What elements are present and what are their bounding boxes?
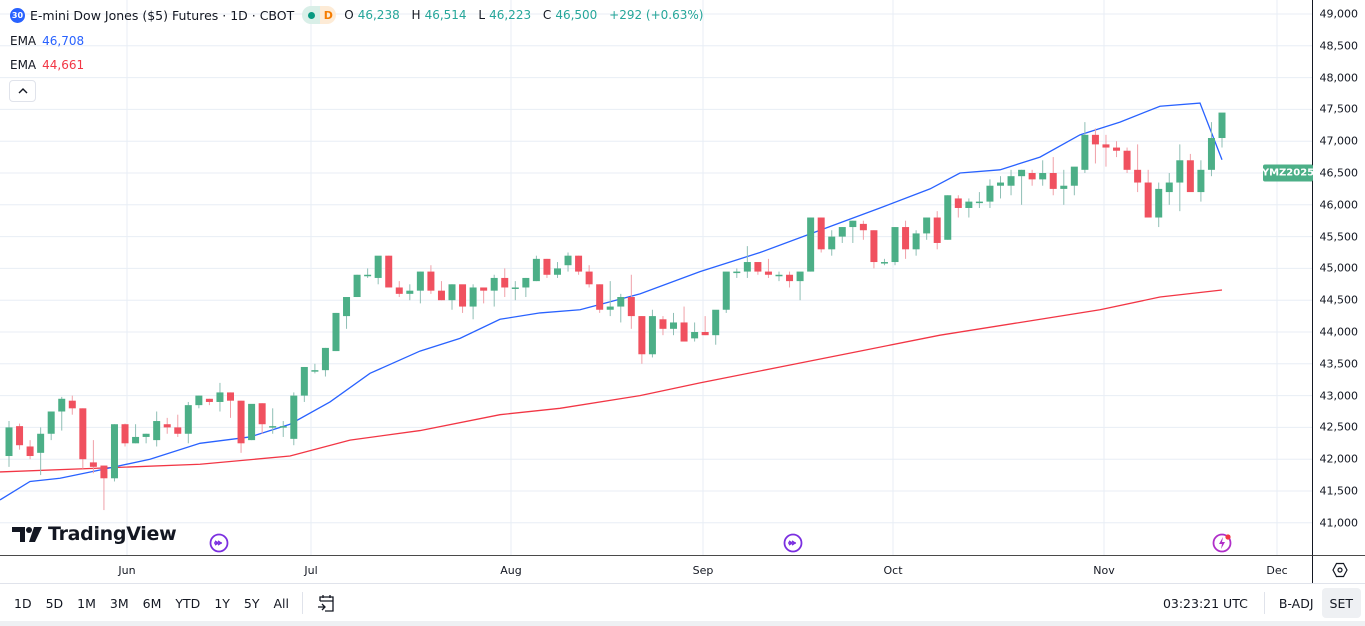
settings-hexagon-icon	[1331, 562, 1348, 578]
delayed-data-badge: D	[320, 6, 337, 24]
bottom-toolbar: 1D 5D 1M 3M 6M YTD 1Y 5Y All 03:23:21 UT…	[0, 583, 1365, 622]
high-value: 46,514	[424, 8, 467, 22]
chevron-up-icon	[18, 88, 27, 94]
time-tick-label: Aug	[500, 564, 522, 577]
earnings-flash-event-icon[interactable]	[1212, 533, 1232, 553]
range-1y-button[interactable]: 1Y	[214, 595, 230, 611]
symbol-logo-icon: 30	[10, 7, 25, 23]
close-value: 46,500	[555, 8, 598, 22]
price-tick-label: 47,000	[1319, 134, 1359, 148]
ema-fast-line	[0, 102, 1223, 501]
go-to-date-button[interactable]	[309, 590, 343, 616]
toolbar-divider	[302, 592, 303, 614]
price-axis[interactable]: 49,000 48,500 48,000 47,500 47,000 46,500 46,0…	[1312, 0, 1365, 555]
price-tick-label: 47,500	[1319, 102, 1359, 116]
range-1d-button[interactable]: 1D	[14, 595, 32, 611]
price-tick-label: 48,500	[1319, 39, 1359, 53]
range-1m-button[interactable]: 1M	[77, 595, 96, 611]
time-tick-label: Jul	[304, 564, 318, 577]
ema-slow-value: 44,661	[42, 58, 85, 72]
time-tick-label: Jun	[118, 564, 136, 577]
price-chart-canvas[interactable]	[0, 0, 1312, 555]
tradingview-logo-icon	[12, 527, 42, 542]
chart-grid	[0, 0, 1312, 555]
footer-strip	[0, 621, 1365, 626]
range-6m-button[interactable]: 6M	[142, 595, 162, 611]
candlestick-series	[5, 112, 1226, 511]
ema-slow-line	[0, 289, 1223, 473]
price-tick-label: 44,500	[1319, 293, 1359, 307]
price-tick-label: 42,000	[1319, 452, 1359, 466]
range-all-button[interactable]: All	[273, 595, 290, 611]
price-tick-label: 49,000	[1319, 7, 1359, 21]
market-status-pill[interactable]: D	[302, 6, 337, 24]
price-tick-label: 43,000	[1319, 389, 1359, 403]
price-tick-label: 45,000	[1319, 261, 1359, 275]
price-tick-label: 42,500	[1319, 420, 1359, 434]
timezone-clock[interactable]: 03:23:21 UTC	[1162, 595, 1248, 611]
ohlc-values: O 46,238 H 46,514 L 46,223 C 46,500 +292 (+0…	[344, 8, 704, 22]
low-value: 46,223	[489, 8, 532, 22]
price-tick-label: 45,500	[1319, 230, 1359, 244]
range-5y-button[interactable]: 5Y	[243, 595, 260, 611]
time-axis[interactable]: Jun Jul Aug Sep Oct Nov Dec	[0, 555, 1312, 584]
range-3m-button[interactable]: 3M	[109, 595, 129, 611]
change-value: +292 (+0.63%)	[609, 8, 704, 22]
ema-slow-legend[interactable]: EMA 44,661	[10, 58, 85, 72]
chart-legend: 30 E-mini Dow Jones ($5) Futures · 1D · …	[10, 6, 707, 24]
open-value: 46,238	[357, 8, 400, 22]
time-tick-label: Dec	[1266, 564, 1288, 577]
price-tick-label: 43,500	[1319, 357, 1359, 371]
dividend-event-icon[interactable]	[783, 533, 803, 553]
price-tick-label: 46,000	[1319, 198, 1359, 212]
session-button[interactable]: SET	[1321, 588, 1361, 618]
time-tick-label: Nov	[1093, 564, 1115, 577]
range-ytd-button[interactable]: YTD	[175, 595, 201, 611]
price-tick-label: 41,500	[1319, 484, 1359, 498]
price-tick-label: 41,000	[1319, 516, 1359, 530]
symbol-title[interactable]: E-mini Dow Jones ($5) Futures · 1D · CBO…	[30, 7, 295, 23]
price-tick-label: 44,000	[1319, 325, 1359, 339]
price-tick-label: 46,500	[1319, 166, 1359, 180]
calendar-goto-icon	[318, 595, 334, 612]
dividend-event-icon[interactable]	[209, 533, 229, 553]
collapse-legend-button[interactable]	[9, 80, 36, 102]
market-open-dot-icon	[307, 11, 315, 19]
ema-fast-legend[interactable]: EMA 46,708	[10, 34, 85, 48]
tradingview-logo[interactable]: TradingView	[12, 523, 177, 545]
price-tick-label: 48,000	[1319, 71, 1359, 85]
toolbar-divider	[1263, 592, 1265, 614]
adjustment-button[interactable]: B-ADJ	[1278, 595, 1314, 611]
chart-settings-corner[interactable]	[1312, 555, 1365, 584]
symbol-price-tag: YMZ2025	[1262, 164, 1314, 182]
time-tick-label: Oct	[883, 564, 903, 577]
time-tick-label: Sep	[692, 564, 714, 577]
ema-fast-value: 46,708	[42, 34, 85, 48]
range-5d-button[interactable]: 5D	[45, 595, 64, 611]
